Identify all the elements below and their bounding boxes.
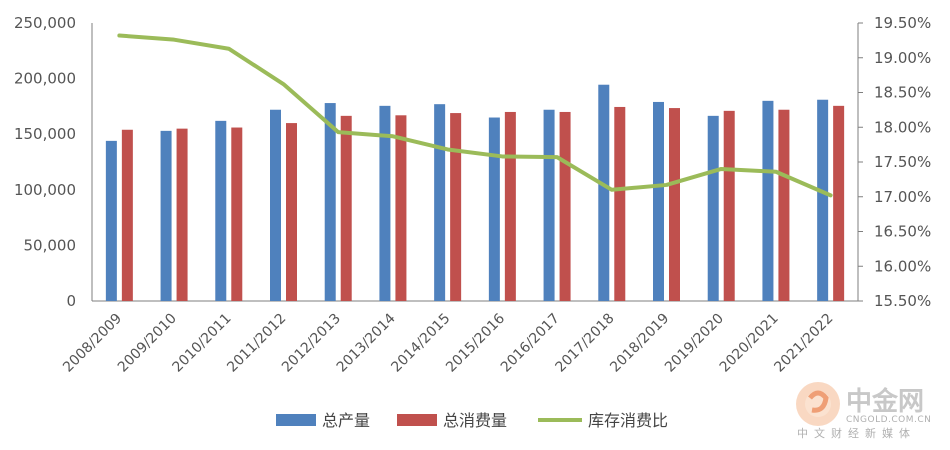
- legend-consumption-label: 总消费量: [443, 411, 507, 430]
- bar-production: [543, 109, 555, 302]
- bar-production: [707, 115, 719, 302]
- bar-production: [160, 130, 172, 301]
- y-left-tick-label: 100,000: [14, 181, 76, 199]
- line-stock-consumption-ratio: [117, 33, 833, 198]
- bar-production: [762, 100, 774, 301]
- y-right-tick-label: 17.00%: [874, 188, 931, 206]
- bar-consumption: [340, 115, 352, 302]
- bar-consumption: [833, 105, 845, 302]
- bar-consumption: [121, 129, 133, 301]
- bar-consumption: [450, 113, 462, 302]
- y-right-tick-label: 18.50%: [874, 84, 931, 102]
- bar-production: [653, 101, 664, 302]
- y-left-tick-label: 150,000: [14, 125, 76, 143]
- line-series: [117, 33, 833, 198]
- bar-consumption: [669, 108, 680, 302]
- y-right-tick-label: 18.00%: [874, 118, 931, 136]
- axes: [91, 22, 863, 302]
- bar-production: [270, 109, 281, 302]
- y-right-tick-label: 17.50%: [874, 153, 931, 171]
- y-left-tick-label: 0: [66, 292, 76, 310]
- watermark-url: CNGOLD.COM.CN: [846, 415, 931, 425]
- bar-consumption: [286, 123, 297, 301]
- bar-consumption: [559, 111, 571, 302]
- y-left-tick-label: 200,000: [14, 70, 76, 88]
- y-right-tick-label: 16.00%: [874, 257, 931, 275]
- bar-consumption: [778, 109, 790, 302]
- bar-production: [379, 105, 391, 302]
- bar-consumption: [176, 128, 188, 301]
- legend-consumption-swatch: [397, 414, 437, 426]
- watermark-logo-icon: [796, 382, 840, 426]
- legend-production-label: 总产量: [322, 411, 370, 430]
- bar-consumption: [723, 110, 735, 302]
- bars: [105, 84, 845, 302]
- watermark-name: 中金网: [846, 386, 924, 417]
- watermark: 中金网 CNGOLD.COM.CN 中文财经新媒体: [796, 382, 931, 440]
- bar-production: [817, 99, 829, 301]
- bar-production: [598, 84, 610, 301]
- bar-production: [215, 120, 227, 301]
- y-right-tick-label: 19.50%: [874, 14, 931, 32]
- bar-production: [488, 117, 500, 302]
- legend: 总产量 总消费量 库存消费比: [276, 411, 668, 430]
- y-left-tick-label: 250,000: [14, 14, 76, 32]
- bar-consumption: [395, 115, 407, 302]
- legend-production-swatch: [276, 414, 316, 426]
- bar-consumption: [614, 106, 626, 302]
- y-right-tick-label: 15.50%: [874, 292, 931, 310]
- watermark-tagline: 中文财经新媒体: [797, 426, 916, 440]
- bar-consumption: [231, 127, 243, 301]
- bar-production: [434, 104, 446, 302]
- legend-ratio-label: 库存消费比: [588, 411, 668, 430]
- y-right-tick-label: 19.00%: [874, 49, 931, 67]
- y-left-tick-label: 50,000: [24, 236, 77, 254]
- bar-consumption: [504, 111, 516, 302]
- tick-labels: 0 50,000 100,000 150,000 200,000 250,000 15.50…: [14, 14, 931, 376]
- x-tick-label: 2021/2022: [771, 311, 836, 376]
- bar-production: [324, 103, 336, 302]
- bar-production: [105, 140, 117, 301]
- y-right-tick-label: 16.50%: [874, 223, 931, 241]
